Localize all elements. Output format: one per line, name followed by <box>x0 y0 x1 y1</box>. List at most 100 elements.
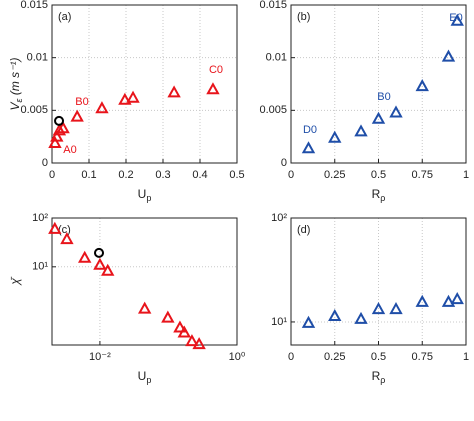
x-tick-label: 0.5 <box>371 169 386 181</box>
plot-frame <box>51 4 238 164</box>
point <box>177 325 191 338</box>
point <box>328 308 342 322</box>
point <box>54 115 65 126</box>
plot-frame <box>290 4 467 164</box>
point <box>94 247 105 258</box>
x-axis-label-part: ρ <box>380 193 385 203</box>
point <box>60 232 74 245</box>
point <box>167 85 181 98</box>
y-axis-label-part: V <box>8 101 22 110</box>
x-tick-label: 0 <box>49 169 55 181</box>
x-tick-label: 0.75 <box>412 169 433 181</box>
point <box>101 263 115 276</box>
x-tick-label: 10⁰ <box>229 351 246 363</box>
point <box>441 49 456 62</box>
annotation: B0 <box>377 91 390 103</box>
point <box>56 121 70 134</box>
x-axis-label-part: p <box>146 375 151 385</box>
y-axis-label-part: ε <box>14 97 24 102</box>
y-tick-label: 10¹ <box>271 316 287 328</box>
y-tick-label: 0.015 <box>259 0 287 11</box>
x-tick-label: 0.5 <box>371 351 386 363</box>
x-axis-label: Rρ <box>372 369 386 385</box>
x-tick-label: 0 <box>288 351 294 363</box>
annotation: A0 <box>63 144 76 156</box>
point <box>206 82 220 95</box>
point <box>70 109 84 122</box>
x-tick-label: 0.25 <box>324 169 345 181</box>
x-axis-label: Up <box>138 369 152 385</box>
point <box>301 315 316 328</box>
annotation: E0 <box>449 12 462 24</box>
annotation: C0 <box>209 64 223 76</box>
y-tick-label: 0 <box>42 157 48 169</box>
point <box>118 92 132 105</box>
y-tick-label: 0.015 <box>20 0 48 11</box>
x-tick-label: 0.4 <box>192 169 207 181</box>
point <box>93 257 107 270</box>
y-axis-label: Vε (m s⁻¹) <box>8 58 24 111</box>
point <box>354 124 368 137</box>
point <box>328 130 342 143</box>
y-tick-label: 10² <box>32 212 48 224</box>
point <box>95 101 109 114</box>
x-tick-label: 10⁻² <box>89 351 111 363</box>
point <box>50 129 64 142</box>
point <box>371 111 386 124</box>
point <box>185 334 199 347</box>
x-axis-label-part: U <box>138 187 147 201</box>
point <box>78 250 92 263</box>
x-tick-label: 0.2 <box>118 169 133 181</box>
y-tick-label: 0.01 <box>27 52 48 64</box>
panel-label: (c) <box>58 224 71 236</box>
point <box>389 302 403 315</box>
x-tick-label: 0.5 <box>229 169 244 181</box>
x-tick-label: 0.75 <box>412 351 433 363</box>
x-axis-label-part: R <box>372 369 381 383</box>
point <box>126 90 140 103</box>
point <box>450 292 464 305</box>
panel-label: (b) <box>297 11 310 23</box>
y-axis-label-part: χ̄ <box>8 276 22 286</box>
y-tick-label: 10¹ <box>32 261 48 273</box>
x-tick-label: 0.3 <box>155 169 170 181</box>
point <box>389 105 403 118</box>
y-tick-label: 0.005 <box>259 104 287 116</box>
x-axis-label-part: ρ <box>380 375 385 385</box>
y-tick-label: 0.005 <box>20 104 48 116</box>
point <box>441 294 456 307</box>
point <box>415 79 429 92</box>
plot-frame <box>290 217 467 346</box>
y-tick-label: 0 <box>281 157 287 169</box>
point <box>450 13 464 26</box>
point <box>48 221 62 234</box>
x-axis-label: Up <box>138 187 152 203</box>
plot-frame <box>51 217 238 346</box>
y-tick-label: 0.01 <box>266 52 287 64</box>
x-tick-label: 0.1 <box>81 169 96 181</box>
point <box>48 135 62 148</box>
point <box>301 141 316 154</box>
x-axis-label-part: p <box>146 193 151 203</box>
panel-label: (a) <box>58 11 71 23</box>
y-tick-label: 10² <box>271 212 287 224</box>
point <box>415 294 429 307</box>
point <box>161 310 175 323</box>
point <box>137 301 152 314</box>
annotation: D0 <box>303 124 317 136</box>
x-axis-label: Rρ <box>372 187 386 203</box>
x-axis-label-part: U <box>138 369 147 383</box>
panel-label: (d) <box>297 224 310 236</box>
y-axis-label: χ̄ <box>8 276 22 286</box>
point <box>52 123 67 136</box>
point <box>192 337 206 350</box>
y-axis-label-part: (m s⁻¹) <box>8 58 22 99</box>
x-tick-label: 1 <box>463 169 469 181</box>
point <box>371 302 386 315</box>
x-tick-label: 0 <box>288 169 294 181</box>
x-axis-label-part: R <box>372 187 381 201</box>
point <box>173 320 187 333</box>
x-tick-label: 0.25 <box>324 351 345 363</box>
x-tick-label: 1 <box>463 351 469 363</box>
